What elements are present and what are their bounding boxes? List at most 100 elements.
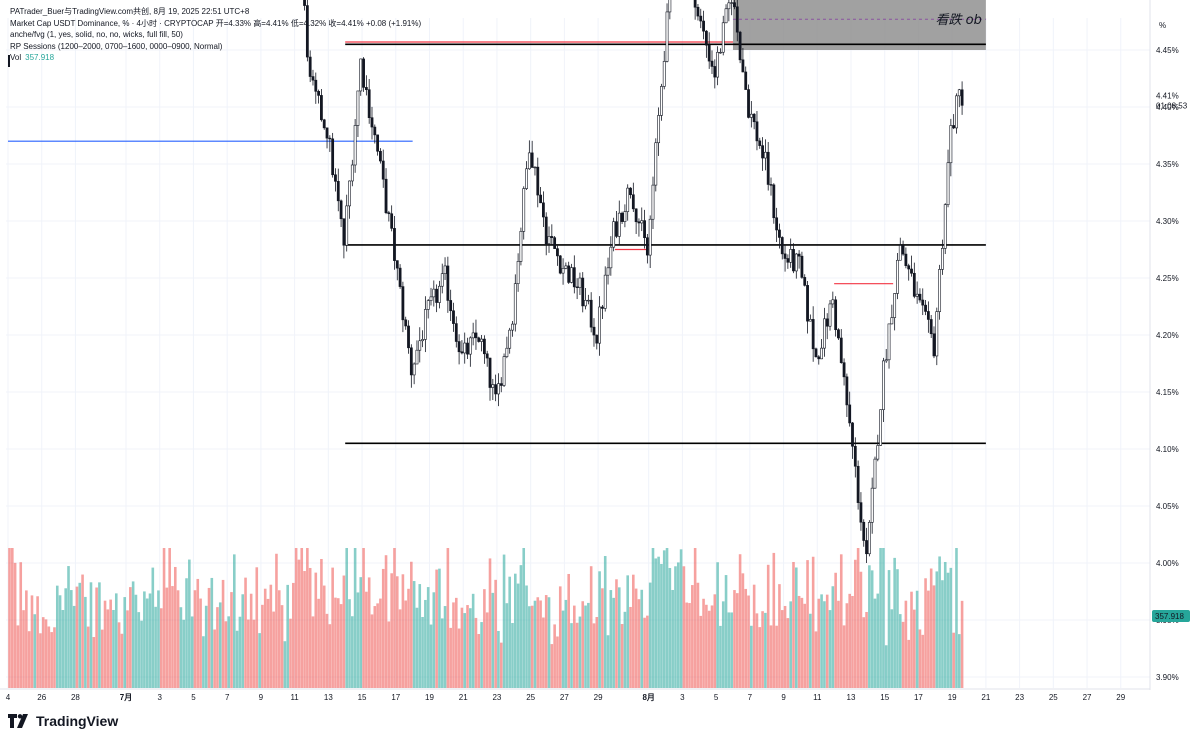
candle-body [865, 540, 868, 555]
volume-bar [188, 559, 191, 688]
candle-body [792, 249, 795, 272]
volume-bar [502, 554, 506, 688]
candle-body [862, 521, 866, 541]
volume-bar [648, 582, 652, 688]
volume-bar [752, 584, 756, 688]
candle-body [581, 277, 585, 307]
volume-bar [342, 575, 346, 688]
time-axis[interactable]: 4 26 28 7月 3 5 7 9 11 13 15 17 19 21 23 25 27 29 8月 3 5 7 9 11 1… [6, 693, 1126, 702]
candle-body [615, 221, 618, 237]
candle-body [617, 212, 621, 237]
volume-bar [750, 625, 753, 688]
volume-bar [36, 596, 39, 688]
volume-bar [516, 583, 520, 688]
volume-bar [544, 595, 548, 688]
candle-body [910, 268, 913, 274]
candle-body [887, 323, 891, 361]
bearish-ob-label: 看跌 ob [936, 13, 982, 28]
candle-body [480, 338, 483, 342]
volume-bar [710, 605, 714, 688]
volume-bar [207, 587, 211, 688]
volume-bar [171, 586, 174, 688]
volume-bar [727, 612, 731, 688]
volume-label: Vol [10, 53, 22, 62]
x-tick-label: 11 [813, 693, 822, 702]
volume-bar [252, 619, 256, 688]
candle-body [707, 44, 711, 62]
candle-body [755, 121, 759, 142]
volume-bar [570, 623, 573, 688]
candle-body [769, 184, 773, 186]
volume-bar [738, 554, 742, 688]
candle-body [660, 86, 663, 116]
symbol-info[interactable]: Market Cap USDT Dominance, % · 4小时 · CRY… [10, 18, 422, 28]
volume-bar [449, 627, 452, 688]
volume-bar [362, 548, 365, 688]
candle-body [893, 293, 897, 318]
candle-body [808, 319, 812, 322]
price-axis[interactable]: 4.45% 4.40% 4.35% 4.30% 4.25% 4.20% 4.15% 4.10%… [1152, 21, 1190, 682]
x-tick-label: 23 [492, 693, 501, 702]
volume-bar [713, 594, 717, 688]
candle-body [384, 178, 388, 214]
candle-body [564, 265, 568, 269]
candle-body [449, 300, 453, 312]
volume-bar [86, 626, 90, 688]
volume-bar [320, 558, 323, 688]
volume-bar [485, 612, 489, 688]
indicator-sessions[interactable]: RP Sessions (1200–2000, 0700–1600, 0000–… [10, 41, 223, 51]
candle-body [541, 202, 545, 218]
candle-body [314, 79, 318, 92]
volume-bar [401, 574, 405, 688]
candle-body [567, 265, 571, 283]
candle-body [761, 145, 764, 159]
volume-indicator[interactable]: Vol 357.918 [10, 52, 421, 64]
volume-bar [297, 559, 301, 688]
volume-bar [691, 585, 694, 688]
volume-bar [870, 570, 874, 688]
candle-body [367, 89, 371, 118]
volume-bar [887, 570, 891, 688]
x-tick-label: 9 [259, 693, 264, 702]
candle-body [820, 347, 823, 360]
bar-countdown: 01:08:53 [1156, 102, 1188, 111]
candle-body [556, 248, 559, 257]
candlesticks[interactable] [8, 0, 964, 563]
volume-bar [550, 644, 554, 688]
volume-bar [210, 577, 214, 688]
tradingview-logo[interactable]: TradingView [8, 713, 118, 729]
candle-body [519, 231, 523, 262]
volume-bar [660, 563, 663, 688]
volume-bar [213, 629, 216, 688]
indicator-fvg[interactable]: anche/fvg (1, yes, solid, no, no, wicks,… [10, 30, 183, 39]
candle-body [457, 341, 461, 353]
volume-bar [536, 597, 540, 688]
y-tick-label: 4.35% [1156, 160, 1179, 169]
volume-bar [370, 614, 374, 688]
candle-body [598, 306, 602, 344]
volume-bar [528, 606, 531, 688]
volume-bar [81, 574, 84, 688]
candle-body [907, 265, 911, 270]
candle-body [612, 221, 616, 248]
volume-bar [845, 603, 849, 688]
candle-body [719, 51, 722, 54]
volume-bar [390, 573, 393, 688]
volume-bar [443, 606, 447, 688]
candle-body [471, 332, 475, 339]
volume-bar [952, 632, 955, 688]
volume-bar [584, 605, 587, 688]
volume-bar [491, 592, 495, 688]
candle-body [960, 89, 964, 106]
candle-body [348, 180, 351, 207]
volume-bar [480, 622, 483, 688]
volume-bar [162, 548, 166, 688]
volume-bar [525, 585, 528, 688]
volume-bar [452, 602, 455, 688]
volume-bar [884, 645, 888, 688]
volume-bar [365, 591, 368, 688]
candle-body [328, 137, 332, 140]
volume-bar [120, 633, 124, 688]
volume-bar [617, 587, 621, 688]
